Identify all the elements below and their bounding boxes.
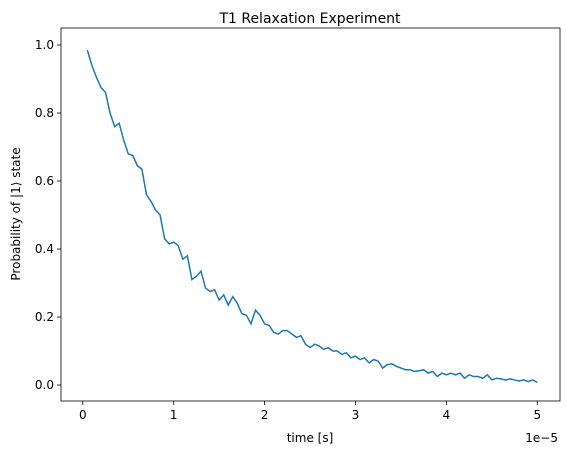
x-tick-label: 2	[261, 408, 269, 422]
y-tick-label: 0.4	[35, 242, 54, 256]
x-tick-label: 0	[79, 408, 87, 422]
chart-title: T1 Relaxation Experiment	[218, 11, 401, 27]
x-tick-label: 3	[352, 408, 360, 422]
y-tick-label: 1.0	[35, 38, 54, 52]
x-axis-label: time [s]	[287, 431, 334, 445]
x-tick-label: 4	[443, 408, 451, 422]
x-tick-label: 5	[533, 408, 541, 422]
y-tick-label: 0.6	[35, 174, 54, 188]
x-offset-label: 1e−5	[525, 431, 558, 445]
x-tick-label: 1	[170, 408, 178, 422]
plot-frame	[60, 27, 561, 402]
y-tick-label: 0.8	[35, 106, 54, 120]
y-axis-label: Probability of |1⟩ state	[9, 147, 23, 280]
y-tick-label: 0.2	[35, 310, 54, 324]
y-tick-label: 0.0	[35, 378, 54, 392]
data-line	[86, 49, 538, 383]
